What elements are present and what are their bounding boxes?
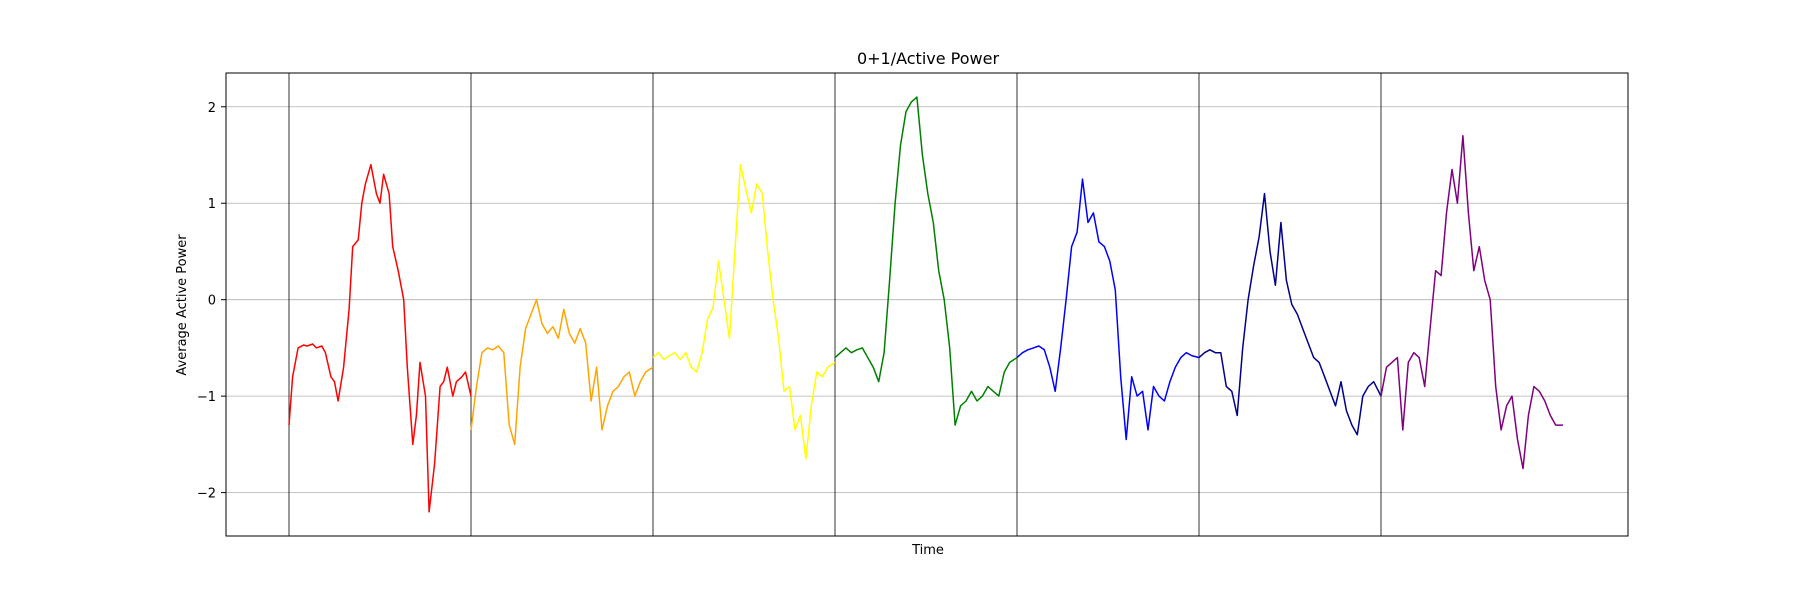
series-line-1 — [288, 163, 472, 513]
series-line-5 — [1016, 178, 1200, 441]
x-axis-label: Time — [911, 543, 944, 558]
chart-title: 0+1/Active Power — [857, 49, 1000, 68]
series-line-7 — [1380, 134, 1563, 470]
y-tick-label: 1 — [208, 197, 216, 212]
series-line-2 — [470, 298, 654, 446]
segment-boundaries — [288, 73, 1382, 536]
plot-area — [225, 72, 1629, 537]
y-tick-label: 0 — [208, 294, 216, 309]
y-tick-label: −2 — [197, 487, 216, 502]
y-tick-label: −1 — [197, 390, 216, 405]
series-layer — [288, 96, 1563, 513]
y-axis-ticks: −2 −1 0 1 2 — [197, 101, 226, 502]
y-tick-label: 2 — [208, 101, 216, 116]
series-line-3 — [652, 163, 836, 460]
grid-lines — [226, 106, 1628, 493]
series-line-6 — [1198, 192, 1382, 436]
y-axis-label: Average Active Power — [175, 234, 190, 376]
series-line-4 — [834, 96, 1018, 426]
